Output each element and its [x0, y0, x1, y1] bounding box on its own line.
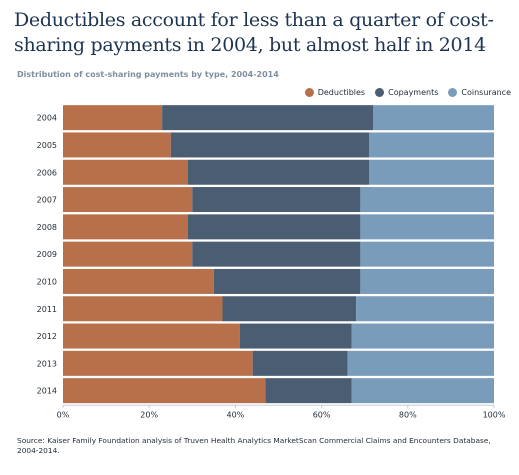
bar-coinsurance-2014	[351, 378, 494, 404]
bar-copayments-2009	[192, 241, 361, 267]
source-note: Source: Kaiser Family Foundation analysi…	[17, 436, 491, 455]
bar-copayments-2010	[213, 268, 361, 294]
bar-coinsurance-2013	[347, 350, 494, 376]
x-tick-label-4: 80%	[399, 410, 417, 419]
bar-deductibles-2004	[63, 105, 163, 131]
bar-deductibles-2009	[63, 241, 193, 267]
y-tick-label-2007: 2007	[37, 196, 57, 205]
bar-deductibles-2007	[63, 187, 193, 213]
y-tick-label-2010: 2010	[37, 277, 57, 286]
bar-deductibles-2014	[63, 378, 266, 404]
y-tick-label-2011: 2011	[37, 305, 57, 314]
x-tick-label-3: 60%	[313, 410, 331, 419]
legend-swatch-copayments	[375, 87, 385, 97]
y-tick-label-2014: 2014	[37, 387, 57, 396]
legend-label-copayments: Copayments	[388, 87, 439, 97]
bar-coinsurance-2010	[360, 268, 494, 294]
y-tick-label-2006: 2006	[37, 168, 57, 177]
legend-item-deductibles: Deductibles	[304, 87, 366, 97]
chart-title: Deductibles account for less than a quar…	[14, 9, 494, 56]
x-tick-label-0: 0%	[57, 410, 70, 419]
legend-item-copayments: Copayments	[375, 87, 439, 97]
bar-copayments-2006	[187, 159, 370, 185]
bar-deductibles-2012	[63, 323, 240, 349]
bar-copayments-2005	[170, 132, 370, 158]
bar-deductibles-2010	[63, 268, 214, 294]
legend-swatch-coinsurance	[448, 87, 458, 97]
x-tick-label-5: 100%	[483, 410, 506, 419]
y-tick-label-2004: 2004	[37, 114, 57, 123]
bar-coinsurance-2007	[360, 187, 494, 213]
x-tick-label-2: 40%	[227, 410, 245, 419]
bar-copayments-2004	[162, 105, 374, 131]
bar-copayments-2013	[252, 350, 348, 376]
bar-coinsurance-2012	[351, 323, 494, 349]
bar-deductibles-2011	[63, 296, 223, 322]
y-tick-label-2005: 2005	[37, 141, 57, 150]
x-tick-label-1: 20%	[140, 410, 158, 419]
bar-coinsurance-2008	[360, 214, 494, 240]
bar-deductibles-2008	[63, 214, 188, 240]
legend-label-deductibles: Deductibles	[317, 87, 366, 97]
legend-label-coinsurance: Coinsurance	[461, 87, 511, 97]
y-tick-label-2009: 2009	[37, 250, 57, 259]
bar-copayments-2014	[265, 378, 352, 404]
bar-copayments-2007	[192, 187, 361, 213]
bar-coinsurance-2011	[356, 296, 494, 322]
bar-copayments-2012	[239, 323, 352, 349]
bar-deductibles-2006	[63, 159, 188, 185]
chart-subtitle: Distribution of cost-sharing payments by…	[17, 70, 279, 79]
y-tick-label-2012: 2012	[37, 332, 57, 341]
bar-coinsurance-2009	[360, 241, 494, 267]
bar-deductibles-2013	[63, 350, 253, 376]
bar-copayments-2011	[222, 296, 357, 322]
y-tick-label-2013: 2013	[37, 359, 57, 368]
legend-item-coinsurance: Coinsurance	[448, 87, 511, 97]
bar-deductibles-2005	[63, 132, 171, 158]
bar-coinsurance-2005	[369, 132, 494, 158]
bar-copayments-2008	[187, 214, 361, 240]
y-tick-label-2008: 2008	[37, 223, 57, 232]
bar-coinsurance-2004	[373, 105, 494, 131]
chart-legend: Deductibles Copayments Coinsurance	[304, 85, 511, 99]
bar-coinsurance-2006	[369, 159, 494, 185]
legend-swatch-deductibles	[304, 87, 314, 97]
